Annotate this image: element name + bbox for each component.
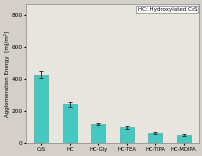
Bar — [119, 127, 133, 143]
Bar — [176, 135, 190, 143]
Bar — [147, 133, 162, 143]
Y-axis label: Agglomeration Energy  [mJ/m²]: Agglomeration Energy [mJ/m²] — [4, 31, 10, 117]
Bar — [91, 124, 105, 143]
Text: HC: Hydroxylated C₃S: HC: Hydroxylated C₃S — [137, 7, 196, 12]
Bar — [62, 104, 77, 143]
Bar — [34, 75, 48, 143]
